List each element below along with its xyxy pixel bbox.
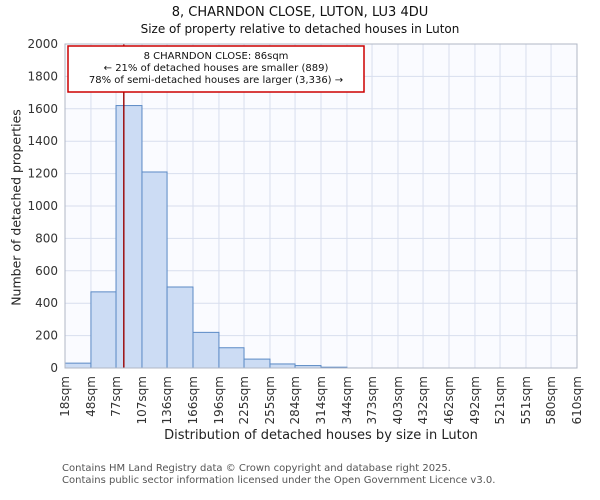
x-tick-label: 580sqm [544, 376, 558, 424]
histogram-svg: 0 200 400 600 800 1000 1200 1400 1600 1800 2000 18s… [27, 38, 584, 424]
plot-border [64, 43, 578, 369]
histogram-bar [218, 347, 245, 369]
histogram-bar [141, 171, 168, 369]
x-tick-label: 403sqm [391, 376, 405, 424]
histogram-bar [192, 331, 220, 369]
x-tick-label: 521sqm [493, 376, 507, 424]
y-tick-label: 1200 [27, 167, 58, 181]
y-tick-label: 1600 [27, 102, 58, 116]
x-tick-label: 432sqm [416, 376, 430, 424]
chart-title: 8, CHARNDON CLOSE, LUTON, LU3 4DU [171, 5, 429, 20]
y-tick-label: 200 [35, 329, 58, 343]
x-tick-label: 107sqm [135, 376, 149, 424]
x-tick-label: 196sqm [212, 376, 226, 424]
annotation-text-line: ← 21% of detached houses are smaller (88… [104, 63, 329, 74]
y-tick-label: 400 [35, 296, 58, 310]
x-tick-label: 225sqm [237, 376, 251, 424]
x-axis-label: Distribution of detached houses by size … [164, 428, 478, 443]
x-tick-label: 344sqm [340, 376, 354, 424]
chart-subtitle: Size of property relative to detached ho… [140, 22, 460, 36]
y-tick-label: 2000 [27, 38, 58, 51]
histogram-bar [166, 286, 194, 369]
y-tick-label: 600 [35, 264, 58, 278]
x-tick-label: 462sqm [442, 376, 456, 424]
x-tick-label: 314sqm [314, 376, 328, 424]
x-tick-label: 166sqm [186, 376, 200, 424]
histogram-bar [269, 363, 296, 369]
x-tick-label: 136sqm [160, 376, 174, 424]
histogram-bar [243, 358, 271, 369]
y-tick-label: 0 [50, 361, 58, 375]
x-tick-label: 373sqm [365, 376, 379, 424]
y-tick-label: 1400 [27, 134, 58, 148]
annotation-box [67, 45, 365, 93]
annotation-text-line: 78% of semi-detached houses are larger (… [89, 75, 343, 86]
footer-line-1: Contains HM Land Registry data © Crown c… [62, 463, 451, 474]
x-tick-label: 610sqm [570, 376, 584, 424]
x-tick-label: 77sqm [109, 376, 123, 417]
x-tick-label: 255sqm [263, 376, 277, 424]
histogram-bar [64, 362, 92, 369]
x-tick-label: 48sqm [84, 376, 98, 417]
y-tick-label: 1000 [27, 199, 58, 213]
x-tick-label: 551sqm [519, 376, 533, 424]
x-tick-label: 492sqm [468, 376, 482, 424]
x-tick-label: 18sqm [58, 376, 72, 417]
footer: Contains HM Land Registry data © Crown c… [62, 463, 495, 486]
x-tick-label: 284sqm [288, 376, 302, 424]
histogram-bar [115, 105, 143, 369]
y-tick-label: 800 [35, 231, 58, 245]
footer-line-2: Contains public sector information licen… [62, 474, 496, 486]
y-tick-label: 1800 [27, 69, 58, 83]
annotation-text-line: 8 CHARNDON CLOSE: 86sqm [144, 51, 289, 62]
histogram-bar [90, 291, 117, 369]
